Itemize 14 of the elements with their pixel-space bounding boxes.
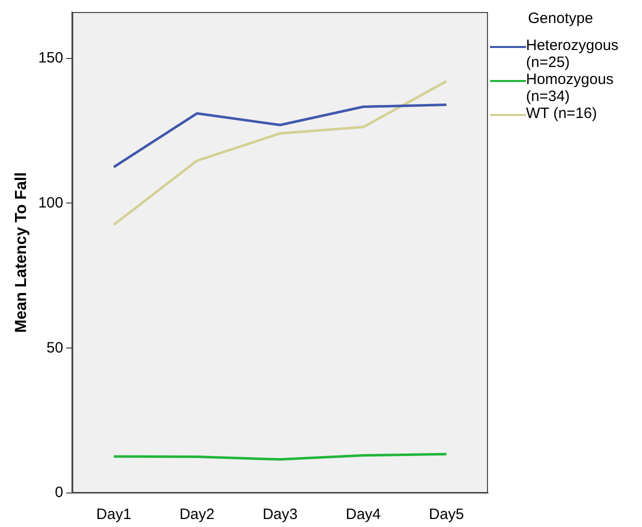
legend-title: Genotype bbox=[528, 10, 594, 27]
y-tick-label: 100 bbox=[38, 194, 64, 212]
x-tick-label: Day3 bbox=[262, 506, 298, 524]
x-tick-label: Day2 bbox=[179, 506, 214, 524]
x-tick-label: Day5 bbox=[428, 506, 464, 524]
y-tick-label: 50 bbox=[46, 339, 64, 356]
y-tick-label: 150 bbox=[38, 50, 64, 66]
legend-label: WT (n=16) bbox=[526, 105, 598, 122]
y-tick-label: 0 bbox=[54, 484, 64, 502]
legend-label: Heterozygous (n=25) bbox=[526, 37, 620, 71]
y-axis-title: Mean Latency To Fall bbox=[13, 172, 30, 333]
legend-label: Homozygous (n=34) bbox=[526, 71, 615, 105]
x-tick-label: Day1 bbox=[96, 506, 132, 524]
x-tick-label: Day4 bbox=[346, 506, 381, 524]
